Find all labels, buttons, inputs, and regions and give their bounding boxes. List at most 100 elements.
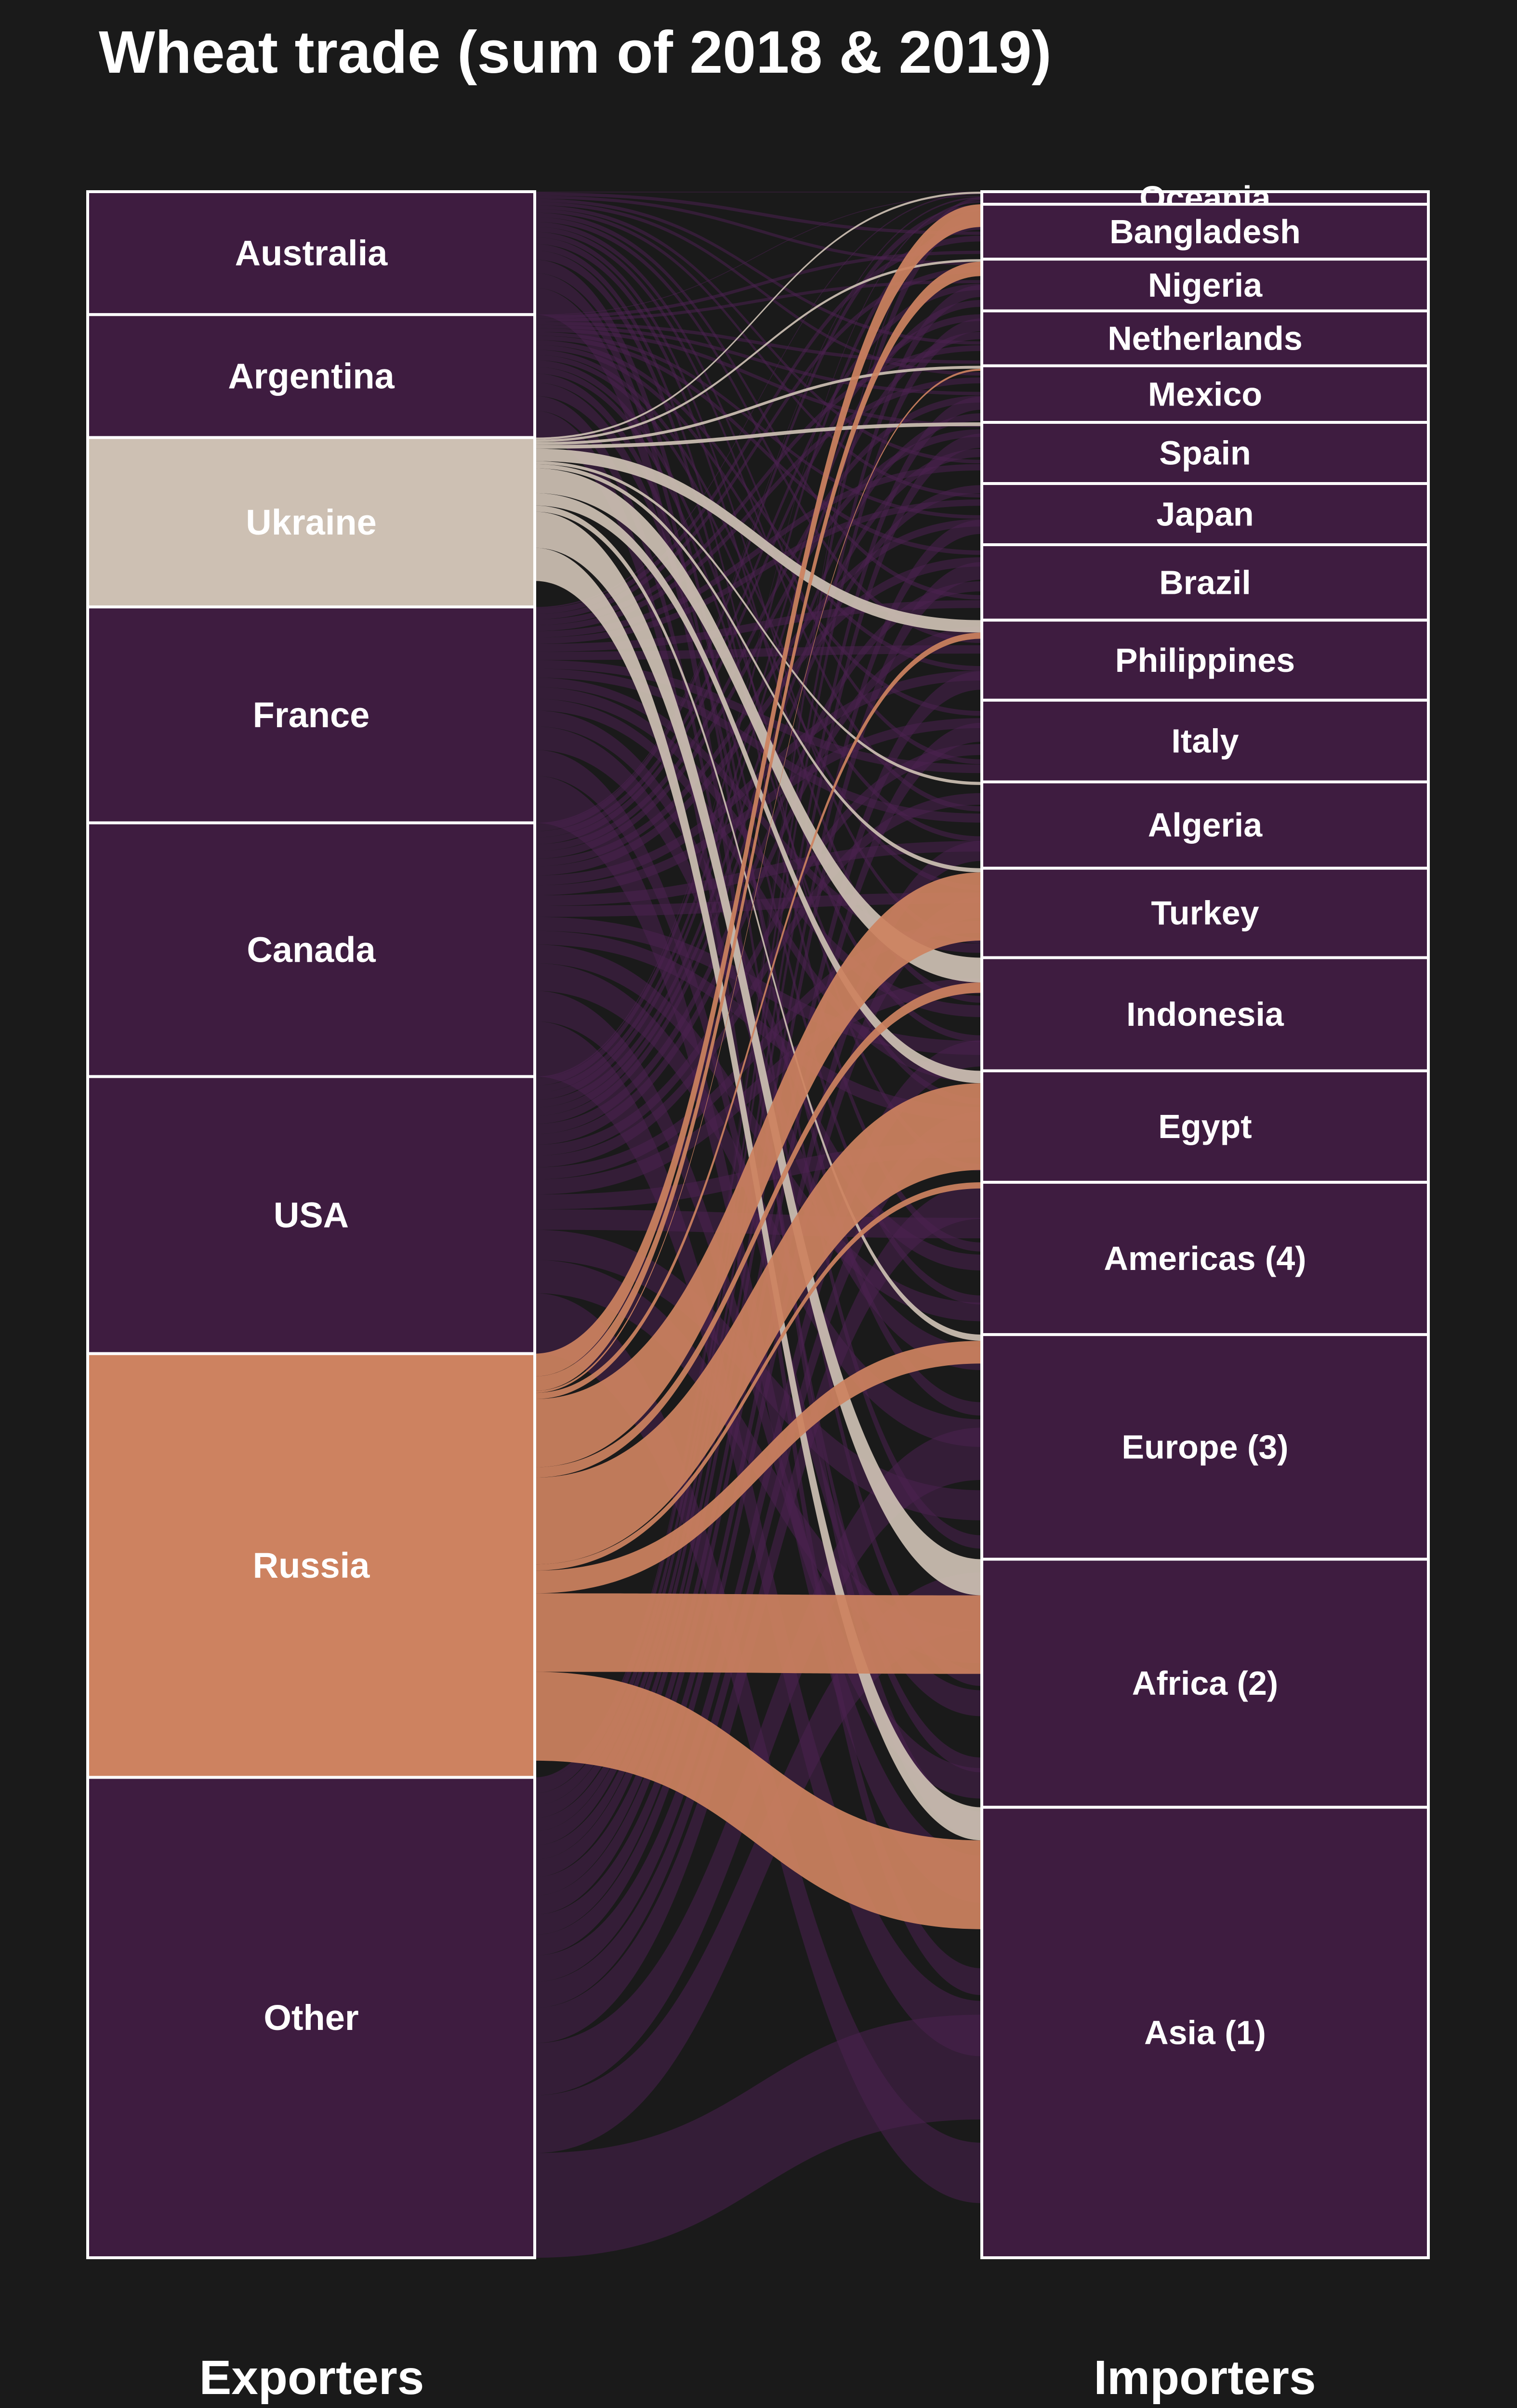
flow-other-oceania [535,197,982,1780]
flow-other-africa-2 [535,1572,982,2153]
flow-russia-turkey [535,872,982,1467]
flow-russia-egypt [535,1083,982,1565]
flow-argentina-mexico [535,325,982,395]
importer-label-asia-1: Asia (1) [1144,2014,1266,2051]
importer-label-mexico: Mexico [1148,375,1262,413]
flow-canada-netherlands [535,314,982,844]
exporter-node-australia [86,190,536,316]
flow-usa-indonesia [535,978,982,1195]
exporter-node-france [86,605,536,824]
flow-argentina-netherlands [535,321,982,364]
flow-usa-italy [535,744,982,1156]
flow-canada-egypt [535,930,982,1121]
exporter-label-argentina: Argentina [228,356,395,396]
flow-other-turkey [535,897,982,1956]
flow-usa-mexico [535,413,982,1108]
flow-ukraine-algeria [535,461,982,785]
flow-ukraine-philippines [535,448,982,633]
flow-ukraine-indonesia [535,468,982,983]
flow-australia-mexico [535,202,982,376]
flow-australia-bangladesh [535,192,982,235]
flow-russia-asia-1 [535,1672,982,1929]
flow-usa-japan [535,485,982,1124]
flow-usa-oceania [535,201,982,1078]
flow-australia-nigeria [535,196,982,265]
importer-node-nigeria [980,258,1430,313]
flow-france-turkey [535,678,982,953]
flow-australia-japan [535,209,982,498]
importer-node-italy [980,698,1430,784]
flow-france-netherlands [535,345,982,626]
flow-australia-italy [535,222,982,764]
flow-ukraine-europe-3 [535,505,982,1341]
flow-russia-philippines [535,632,982,1400]
flow-other-asia-1 [535,2015,982,2258]
flow-australia-spain [535,205,982,464]
importer-node-turkey [980,866,1430,959]
flow-canada-spain [535,429,982,859]
flow-france-japan [535,499,982,644]
flow-other-indonesia [535,1040,982,1982]
importer-node-africa-2 [980,1557,1430,1809]
importer-label-brazil: Brazil [1159,563,1251,601]
importer-node-spain [980,420,1430,485]
importer-label-europe-3: Europe (3) [1121,1428,1288,1466]
flow-ukraine-africa-2 [535,511,982,1596]
importer-node-egypt [980,1069,1430,1184]
flow-canada-bangladesh [535,205,982,831]
flow-russia-nigeria [535,262,982,1391]
flow-other-egypt [535,1112,982,2008]
flow-russia-bangladesh [535,204,982,1376]
flow-ukraine-spain [535,422,982,449]
exporter-node-ukraine [86,436,536,609]
exporter-node-argentina [86,313,536,439]
flow-france-mexico [535,377,982,631]
importer-node-philippines [980,618,1430,702]
importers-axis-label: Importers [1094,2351,1316,2405]
flow-france-nigeria [535,267,982,620]
flow-france-spain [535,464,982,638]
importer-node-mexico [980,364,1430,424]
importer-label-italy: Italy [1171,722,1239,760]
importer-node-brazil [980,543,1430,622]
flow-russia-africa-2 [535,1593,982,1674]
importer-node-algeria [980,780,1430,870]
flow-russia-mexico [535,368,982,1393]
flow-australia-netherlands [535,198,982,345]
importer-node-bangladesh [980,203,1430,261]
flow-canada-oceania [535,196,982,824]
exporter-node-canada [86,821,536,1078]
flow-france-indonesia [535,687,982,1017]
exporter-nodes: Australia Argentina Ukraine France Canada USA… [86,190,536,2259]
exporter-label-australia: Australia [235,233,388,273]
importer-label-turkey: Turkey [1151,894,1259,932]
flow-ukraine-mexico [535,366,982,445]
exporter-node-other [86,1776,536,2259]
exporter-label-france: France [253,695,370,735]
highlighted-flows-layer [535,192,982,1929]
flow-other-algeria [535,840,982,1935]
exporter-node-russia [86,1352,536,1779]
flow-australia-philippines [535,217,982,643]
exporters-axis-label: Exporters [199,2351,424,2405]
importer-label-philippines: Philippines [1115,641,1295,679]
importer-label-japan: Japan [1156,496,1253,533]
flow-argentina-nigeria [535,280,982,322]
flow-other-mexico [535,396,982,1831]
importer-label-algeria: Algeria [1148,806,1263,844]
exporter-label-usa: USA [274,1195,349,1235]
flow-argentina-italy [535,345,982,716]
importer-label-spain: Spain [1159,434,1251,472]
flow-canada-japan [535,519,982,866]
flow-argentina-europe-3 [535,382,982,1416]
flow-usa-philippines [535,626,982,1145]
flow-russia-americas-4 [535,1182,982,1571]
flow-canada-asia-1 [535,1021,982,2056]
flow-usa-bangladesh [535,222,982,1086]
flow-ukraine-oceania [535,192,982,440]
exporter-node-usa [86,1075,536,1355]
flow-france-bangladesh [535,236,982,614]
flow-argentina-oceania [535,196,982,315]
importer-label-nigeria: Nigeria [1148,266,1263,304]
